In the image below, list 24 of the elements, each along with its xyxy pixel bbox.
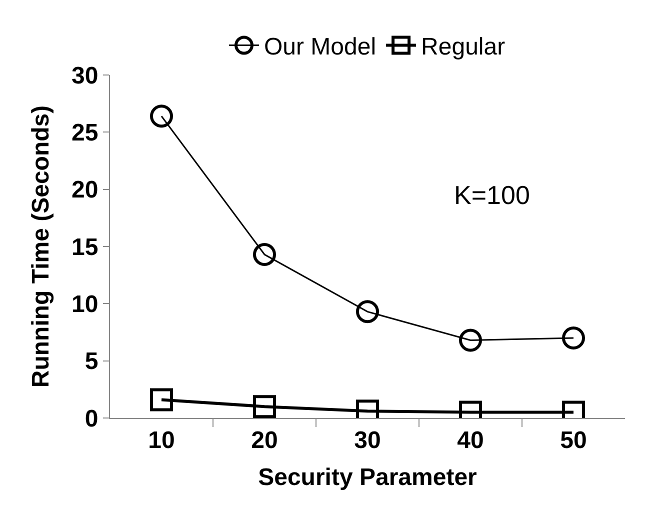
point [253, 243, 276, 266]
point [150, 388, 173, 412]
legend-label: Regular [421, 34, 506, 61]
point [150, 104, 173, 128]
x-tick-label: 40 [457, 426, 484, 454]
y-axis-title: Running Time (Seconds) [28, 105, 55, 388]
x-tick-label: 30 [354, 426, 381, 454]
y-tick-label: 0 [84, 405, 98, 432]
x-axis-title: Security Parameter [258, 464, 477, 492]
y-tick-label: 25 [71, 120, 98, 147]
y-tick-label: 5 [84, 348, 98, 376]
point [459, 328, 482, 352]
x-tick-label: 10 [148, 426, 175, 454]
x-tick-label: 50 [560, 426, 587, 454]
y-tick-label: 10 [71, 291, 98, 318]
y-tick-label: 30 [71, 62, 98, 90]
y-tick-label: 15 [71, 234, 98, 261]
point [253, 395, 276, 418]
annotation: K=100 [454, 180, 530, 210]
x-tick-label: 20 [251, 426, 278, 454]
point [356, 300, 379, 324]
legend-label: Our Model [264, 34, 376, 61]
y-tick-label: 20 [71, 176, 98, 204]
point [562, 326, 585, 350]
